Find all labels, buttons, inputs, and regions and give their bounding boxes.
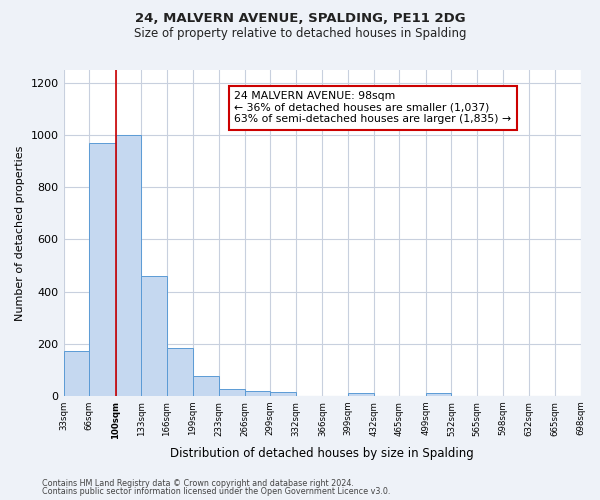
Bar [116,135,141,396]
Bar [89,143,116,396]
Text: 24 MALVERN AVENUE: 98sqm
← 36% of detached houses are smaller (1,037)
63% of sem: 24 MALVERN AVENUE: 98sqm ← 36% of detach… [234,91,511,124]
Bar [193,376,219,396]
Text: Size of property relative to detached houses in Spalding: Size of property relative to detached ho… [134,28,466,40]
Text: Contains public sector information licensed under the Open Government Licence v3: Contains public sector information licen… [42,487,391,496]
Bar [64,352,89,396]
Bar [167,348,193,396]
Bar [348,393,374,396]
Text: Contains HM Land Registry data © Crown copyright and database right 2024.: Contains HM Land Registry data © Crown c… [42,478,354,488]
Bar [219,390,245,396]
Bar [426,393,451,396]
Bar [245,390,271,396]
X-axis label: Distribution of detached houses by size in Spalding: Distribution of detached houses by size … [170,447,474,460]
Bar [141,276,167,396]
Bar [271,392,296,396]
Text: 24, MALVERN AVENUE, SPALDING, PE11 2DG: 24, MALVERN AVENUE, SPALDING, PE11 2DG [134,12,466,26]
Y-axis label: Number of detached properties: Number of detached properties [15,145,25,320]
